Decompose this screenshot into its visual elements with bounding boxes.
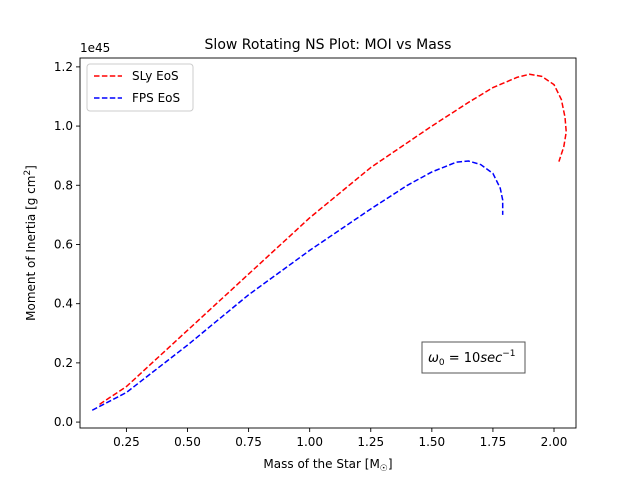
y-tick-label: 0.8 [54,178,73,192]
x-axis-label-sub: ☉ [380,464,388,474]
x-axis-label-end: ] [388,457,393,471]
annotation-eq: = 10 [445,351,481,366]
y-tick-label: 0.2 [54,356,73,370]
x-axis-label: Mass of the Star [M☉] [263,457,392,474]
series-layer [91,73,567,411]
y-axis-label-end: ] [24,165,38,170]
y-axis-label-group: Moment of Inertia [g cm2] [23,165,38,321]
y-axis-label: Moment of Inertia [g cm2] [23,165,38,321]
y-tick-label: 0.6 [54,237,73,251]
y-tick-label: 1.0 [54,119,73,133]
y-offset-label: 1e45 [80,41,110,55]
x-tick-label: 1.50 [418,435,445,449]
x-tick-label: 1.75 [480,435,507,449]
series-line-fps-eos [91,160,504,411]
y-tick-label: 0.4 [54,297,73,311]
legend-label-fps: FPS EoS [132,91,180,105]
annotation-unit: sec [480,351,502,366]
annotation-sub: 0 [439,358,445,368]
x-tick-label: 0.50 [174,435,201,449]
y-tick-label: 0.0 [54,415,73,429]
y-axis-label-main: Moment of Inertia [g cm [24,176,38,321]
x-tick-label: 0.25 [113,435,140,449]
series-line-sly-eos [99,73,567,405]
legend: SLy EoS FPS EoS [86,63,194,112]
annotation-text: ω0 = 10sec−1 [428,349,516,368]
annotation: ω0 = 10sec−1 [421,341,526,374]
x-tick-label: 2.00 [541,435,568,449]
x-tick-label: 1.25 [357,435,384,449]
y-tick-label: 1.2 [54,60,73,74]
chart-title: Slow Rotating NS Plot: MOI vs Mass [205,37,452,53]
legend-label-sly: SLy EoS [132,69,179,83]
x-axis-label-main: Mass of the Star [M [263,457,379,471]
plot-frame [79,57,577,429]
axes-layer: 0.25 0.50 0.75 1.00 1.25 1.50 1.75 2.000.00.20.… [54,57,577,449]
annotation-box [421,341,526,374]
x-tick-label: 0.75 [235,435,262,449]
x-tick-label: 1.00 [296,435,323,449]
annotation-omega: ω [428,351,439,366]
y-axis-label-sup: 2 [23,170,33,176]
annotation-sup: −1 [502,349,515,359]
